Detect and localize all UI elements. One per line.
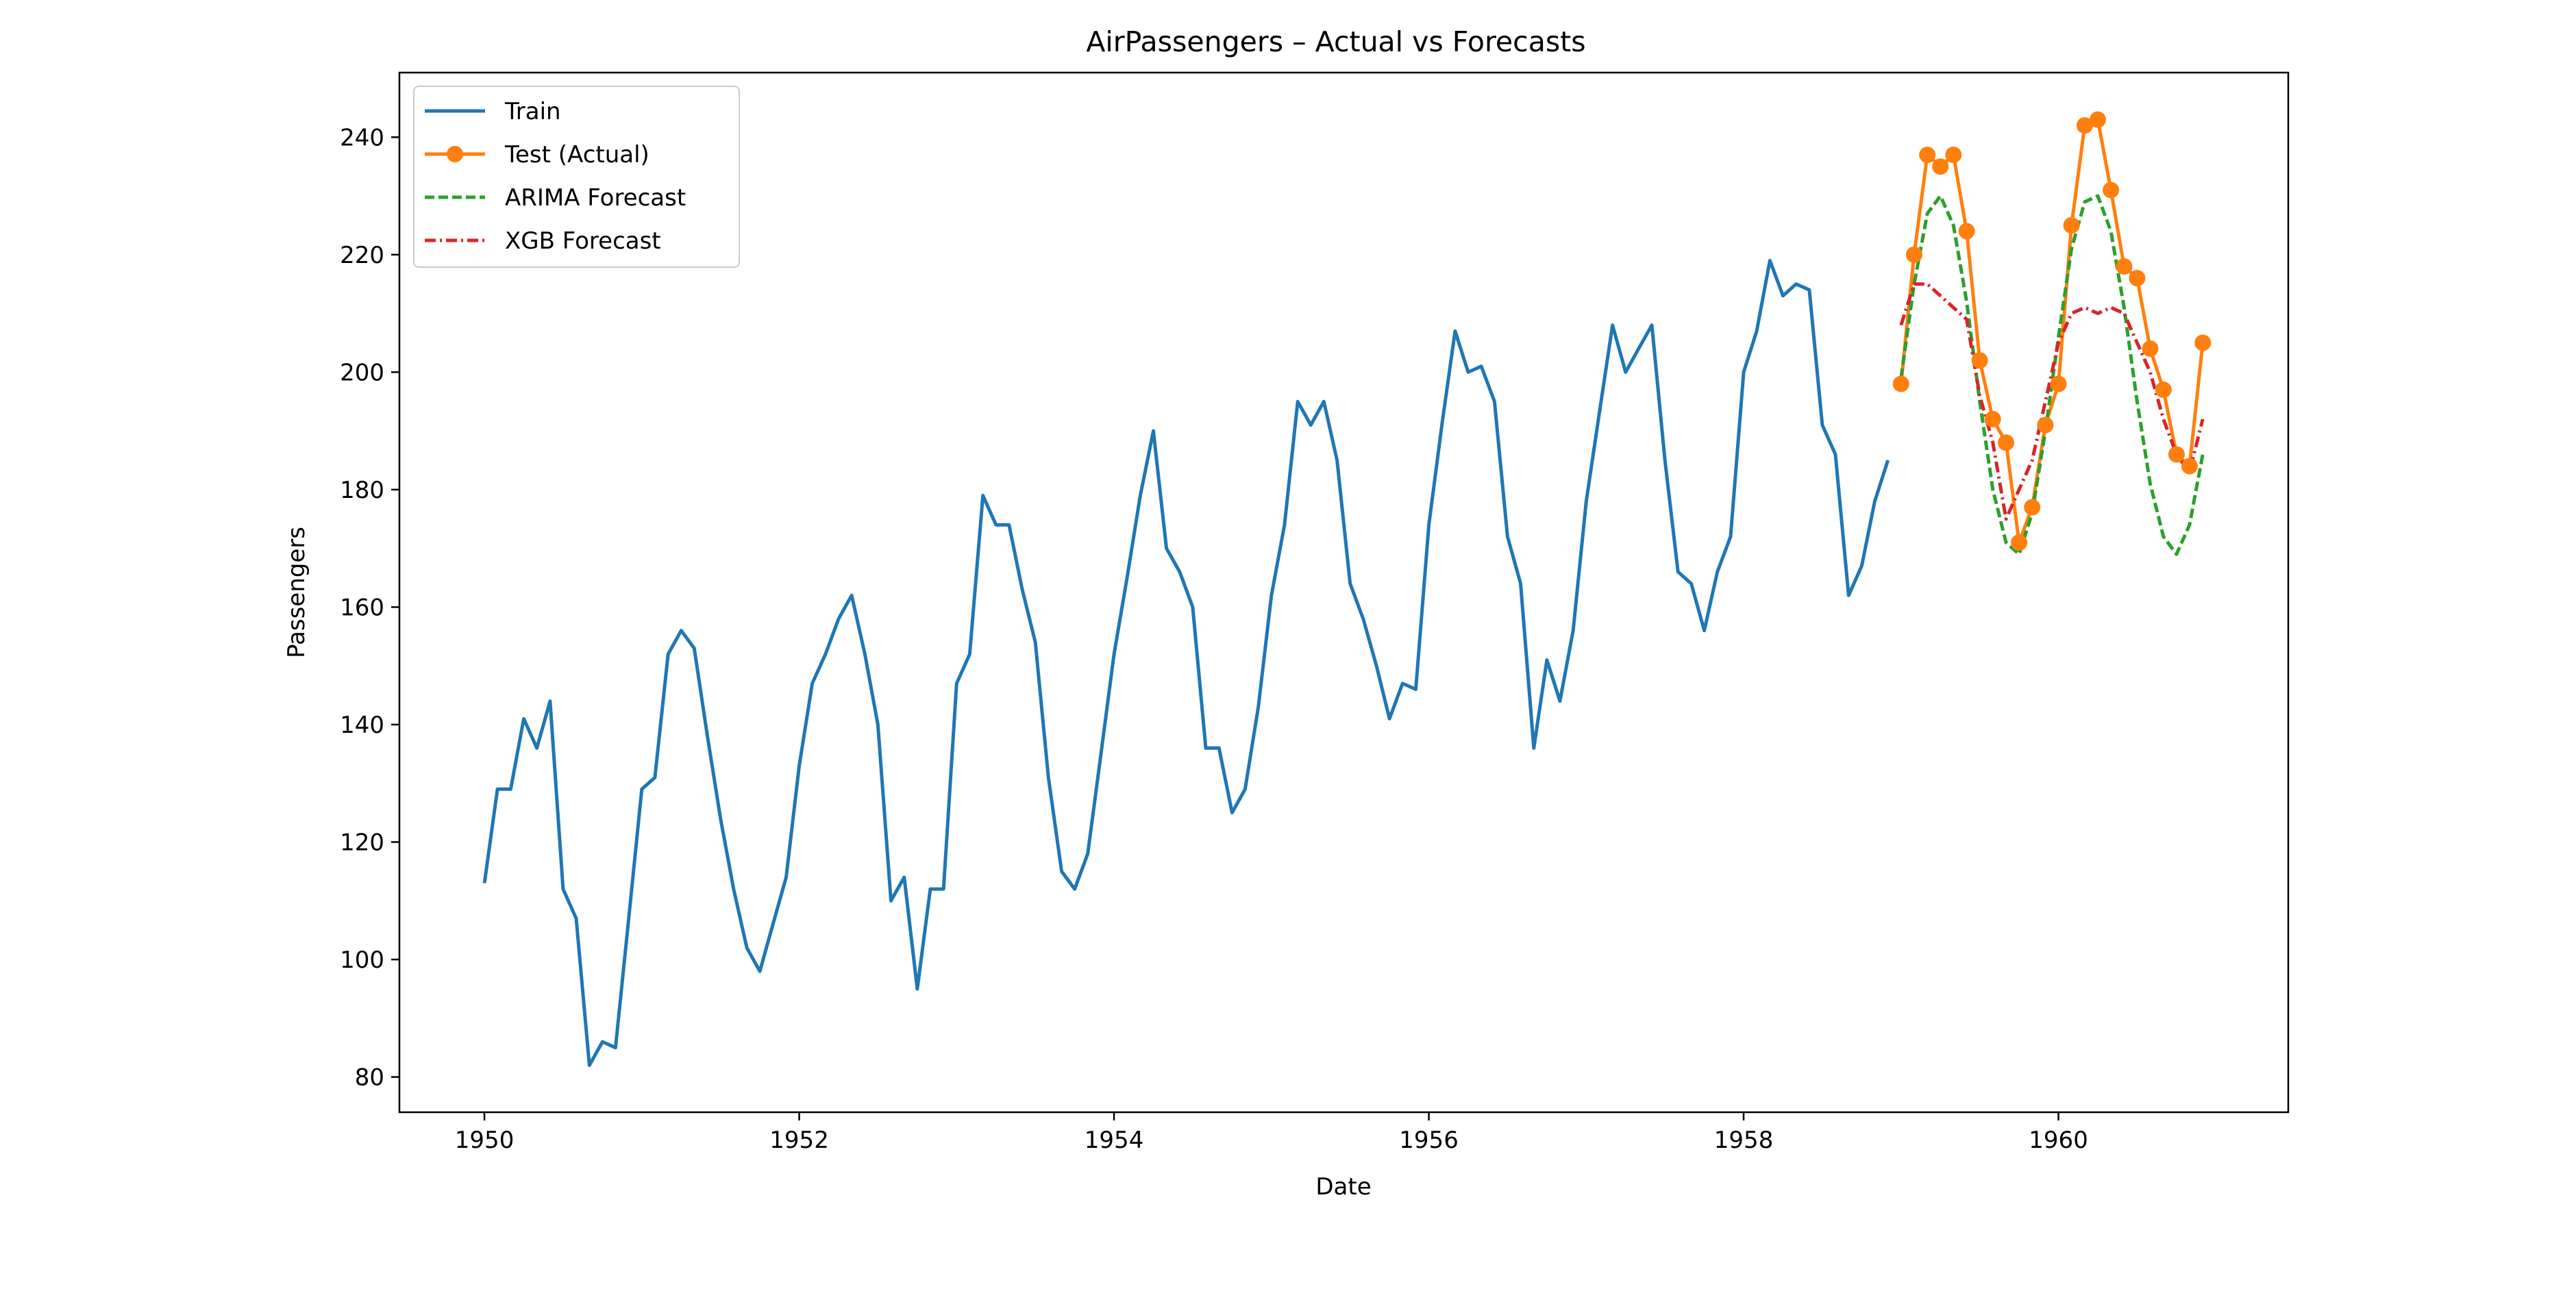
x-tick-label: 1952 [769,1127,829,1154]
series-point-test-actual [2181,457,2198,475]
legend-marker-test-actual [447,146,463,162]
chart-title: AirPassengers – Actual vs Forecasts [1086,25,1585,58]
x-axis-label: Date [1315,1173,1371,1201]
x-tick-label: 1954 [1085,1127,1144,1154]
x-tick-label: 1960 [2029,1127,2088,1154]
legend-label-xgb-forecast: XGB Forecast [505,227,661,255]
series-point-test-actual [2063,216,2080,234]
series-point-test-actual [2194,334,2212,351]
series-point-test-actual [1932,158,1949,175]
x-tick-label: 1958 [1714,1127,1774,1154]
series-point-test-actual [2116,258,2133,275]
series-point-test-actual [1958,223,1975,240]
y-tick-label: 180 [340,477,384,504]
series-point-test-actual [1905,246,1922,263]
y-axis-label: Passengers [283,527,310,658]
legend-label-arima-forecast: ARIMA Forecast [505,184,686,212]
plot-area-frame [398,71,2290,1114]
series-point-test-actual [2168,446,2185,463]
series-point-test-actual [1919,147,1936,164]
series-point-test-actual [2142,340,2159,358]
x-tick-label: 1956 [1399,1127,1459,1154]
y-tick-label: 240 [340,124,384,151]
x-axis: 1950 1952 1954 1956 1958 1960 [455,1112,2088,1154]
series-point-test-actual [2103,181,2120,199]
series-point-test-actual [2050,375,2067,392]
y-tick-label: 200 [340,359,384,386]
series-point-test-actual [1892,375,1909,392]
legend: Train Test (Actual) ARIMA Forecast XGB Fore… [413,86,740,268]
series-point-test-actual [2076,117,2093,134]
y-tick-label: 220 [340,242,384,269]
series-point-test-actual [1998,434,2015,451]
y-tick-label: 140 [340,712,384,739]
series-point-test-actual [2155,381,2172,399]
series-point-test-actual [2129,270,2146,287]
y-tick-label: 80 [355,1064,384,1092]
series-point-test-actual [2024,499,2041,516]
series-line-xgb-forecast [1899,282,2205,521]
legend-label-train: Train [504,98,561,125]
y-tick-label: 100 [340,946,384,974]
series-layer [482,111,2212,1067]
series-point-test-actual [1945,147,1962,164]
series-line-train [482,258,1890,1067]
legend-frame [413,86,740,268]
series-point-test-actual [2090,111,2107,128]
legend-label-test-actual: Test (Actual) [504,141,649,168]
y-tick-label: 120 [340,829,384,856]
series-point-test-actual [1971,352,1988,369]
y-tick-label: 160 [340,594,384,621]
x-tick-label: 1950 [455,1127,515,1154]
series-point-test-actual [2037,416,2054,434]
series-point-test-actual [2011,534,2028,551]
y-axis: 80 100 120 140 160 180 200 220 240 [340,124,399,1092]
series-point-test-actual [1984,411,2001,427]
